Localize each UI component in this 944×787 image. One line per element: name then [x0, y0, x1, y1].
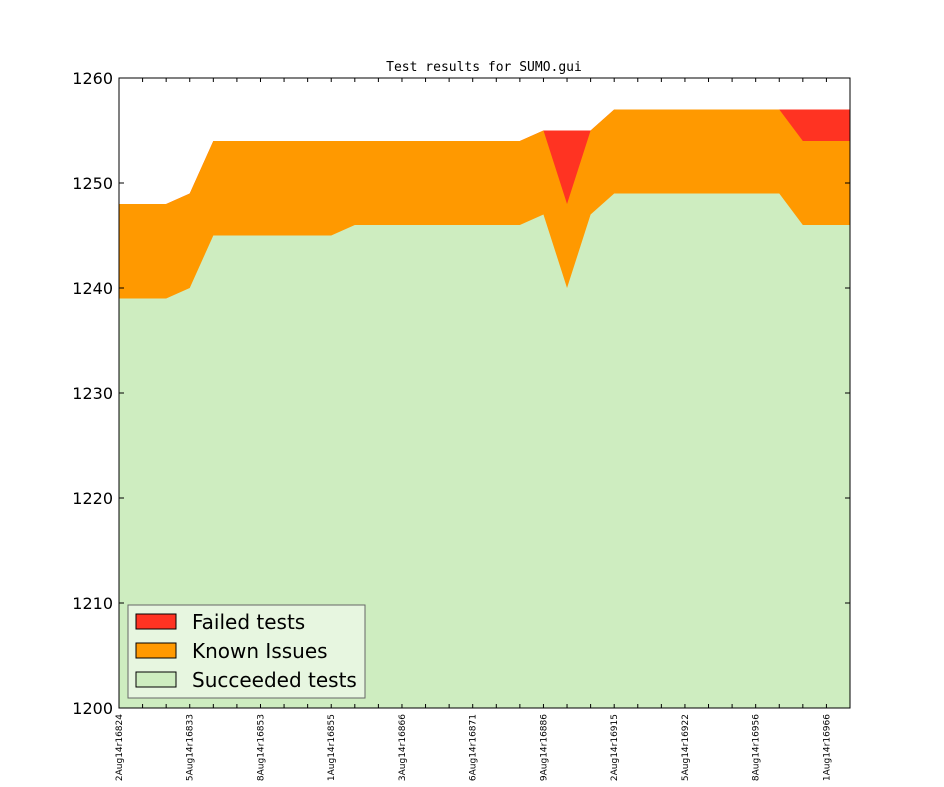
x-tick-label: 6Aug14r16871 — [469, 714, 479, 781]
legend-swatch — [135, 642, 177, 659]
y-tick-label: 1220 — [72, 489, 113, 508]
tick-layer — [118, 77, 851, 709]
x-tick-labels: 2Aug14r16824 5Aug14r16833 8Aug14r16853 1Aug… — [115, 714, 832, 781]
legend-swatch — [135, 671, 177, 688]
series-layer — [119, 109, 850, 708]
legend-label: Failed tests — [192, 610, 305, 634]
y-tick-label: 1250 — [72, 174, 113, 193]
x-tick-label: 2Aug14r16824 — [115, 714, 125, 781]
y-tick-label: 1210 — [72, 594, 113, 613]
legend-swatch — [135, 613, 177, 630]
chart-title: Test results for SUMO.gui — [386, 60, 582, 75]
legend-label: Succeeded tests — [192, 668, 357, 692]
x-tick-label: 9Aug14r16886 — [539, 714, 549, 781]
legend-label: Known Issues — [192, 639, 328, 663]
y-tick-label: 1260 — [72, 69, 113, 88]
x-tick-label: 5Aug14r16833 — [186, 714, 196, 781]
x-tick-label: 8Aug14r16956 — [752, 714, 762, 781]
y-tick-label: 1200 — [72, 699, 113, 718]
y-tick-label: 1240 — [72, 279, 113, 298]
y-tick-label: 1230 — [72, 384, 113, 403]
x-tick-label: 8Aug14r16853 — [256, 714, 266, 781]
x-tick-label: 5Aug14r16922 — [681, 714, 691, 781]
series-area-succeeded-tests — [119, 193, 850, 708]
x-tick-label: 3Aug14r16866 — [398, 714, 408, 781]
x-tick-label: 2Aug14r16915 — [610, 714, 620, 781]
x-tick-label: 1Aug14r16855 — [327, 714, 337, 781]
y-tick-labels: 1200 1210 1220 1230 1240 1250 1260 — [72, 69, 113, 718]
x-tick-label: 1Aug14r16966 — [822, 714, 832, 781]
legend: Failed tests Known Issues Succeeded tests — [127, 604, 366, 699]
